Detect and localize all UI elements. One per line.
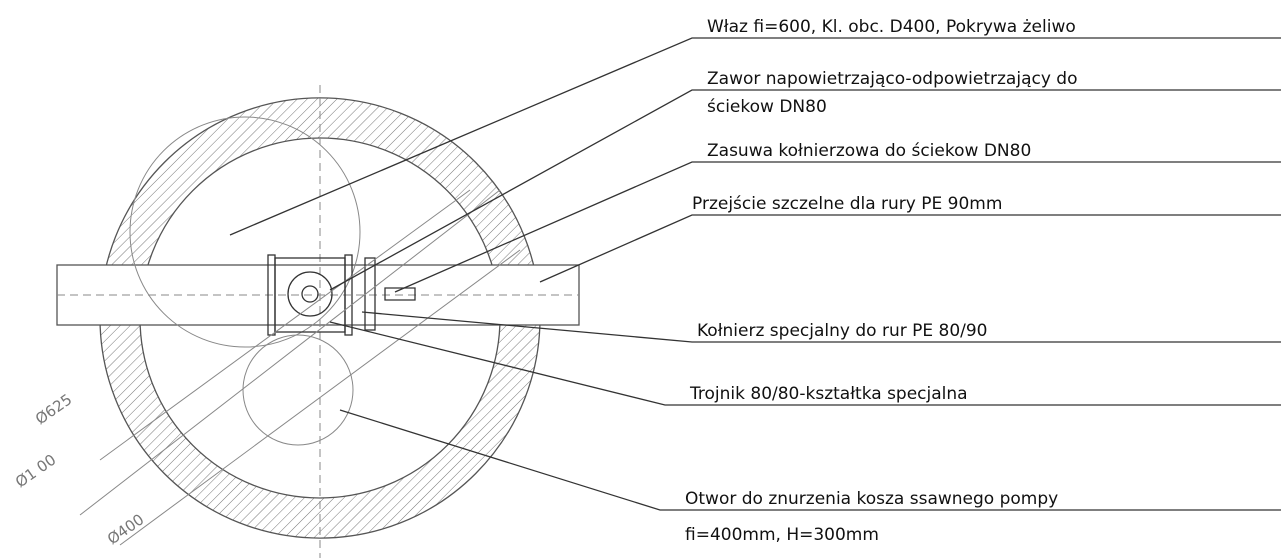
- callout-label: Kołnierz specjalny do rur PE 80/90: [697, 321, 988, 341]
- callout-label: Przejście szczelne dla rury PE 90mm: [692, 194, 1002, 214]
- callout-label: ściekow DN80: [707, 97, 827, 117]
- dimension: Ø625: [32, 390, 75, 428]
- dimension: Ø1 00: [12, 451, 59, 492]
- callout-label: Zasuwa kołnierzowa do ściekow DN80: [707, 141, 1031, 161]
- callout-label: Otwor do znurzenia kosza ssawnego pompy: [685, 489, 1058, 509]
- well-plan: Ø625 Ø1 00 Ø400: [12, 85, 579, 558]
- dimension: Ø400: [104, 510, 147, 548]
- drawing: Ø625 Ø1 00 Ø400 Właz fi=600, Kl. obc. D4…: [0, 0, 1281, 558]
- callout-label: Właz fi=600, Kl. obc. D400, Pokrywa żeli…: [707, 17, 1076, 37]
- callout-label: fi=400mm, H=300mm: [685, 525, 879, 545]
- callout-label: Zawor napowietrzająco-odpowietrzający do: [707, 69, 1078, 89]
- callout-label: Trojnik 80/80-kształtka specjalna: [689, 384, 968, 404]
